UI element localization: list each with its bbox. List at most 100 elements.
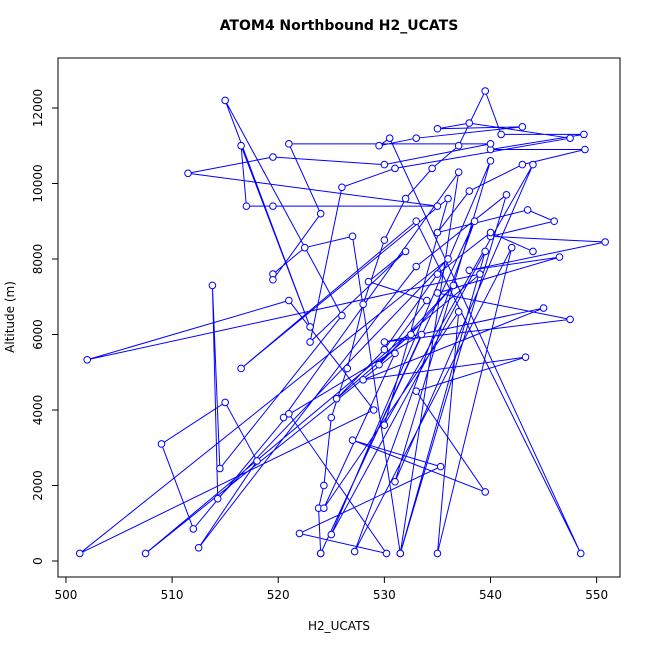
- data-point: [412, 262, 421, 271]
- data-point: [364, 277, 373, 286]
- data-point: [481, 488, 490, 496]
- data-point: [407, 330, 415, 339]
- data-point: [449, 281, 458, 290]
- data-point: [433, 202, 442, 210]
- data-point: [279, 413, 288, 422]
- data-point: [423, 296, 431, 305]
- data-point: [316, 549, 325, 558]
- y-tick-label: 0: [31, 557, 45, 565]
- data-point: [486, 228, 495, 237]
- data-point: [213, 494, 222, 503]
- data-point: [237, 141, 245, 150]
- data-point: [518, 123, 527, 131]
- data-point: [295, 529, 304, 538]
- data-point: [320, 504, 328, 512]
- data-point: [433, 549, 442, 558]
- data-point: [444, 255, 452, 263]
- data-point: [382, 549, 391, 558]
- data-point: [359, 300, 367, 309]
- data-point: [412, 134, 421, 142]
- data-point: [221, 398, 229, 407]
- y-tick-label: 2000: [31, 470, 45, 501]
- data-point: [476, 270, 484, 278]
- x-axis-label: H2_UCATS: [308, 619, 370, 633]
- data-point: [269, 153, 277, 161]
- data-point: [285, 140, 293, 148]
- data-point: [369, 406, 378, 414]
- data-point: [465, 187, 474, 195]
- data-point: [502, 191, 511, 199]
- data-point: [529, 160, 537, 169]
- data-point: [454, 308, 463, 316]
- data-point: [359, 375, 367, 384]
- data-point: [332, 394, 341, 403]
- data-point: [566, 315, 574, 324]
- data-point: [412, 217, 421, 226]
- data-point: [338, 183, 346, 192]
- data-point: [184, 169, 192, 178]
- data-point: [316, 209, 325, 218]
- y-axis-label: Altitude (m): [3, 281, 17, 353]
- data-point: [391, 477, 399, 486]
- data-point: [75, 549, 84, 558]
- data-point: [221, 96, 229, 105]
- data-point: [391, 349, 399, 358]
- data-point: [269, 202, 277, 210]
- data-point: [401, 194, 410, 203]
- chart-title: ATOM4 Northbound H2_UCATS: [220, 18, 459, 34]
- data-point: [486, 157, 495, 165]
- data-point: [521, 353, 530, 361]
- data-point: [454, 141, 463, 150]
- data-line: [79, 89, 606, 555]
- data-point: [285, 296, 293, 305]
- data-point: [576, 549, 585, 558]
- data-point: [470, 217, 479, 226]
- data-point: [444, 194, 452, 203]
- x-tick-label: 550: [585, 588, 608, 602]
- data-point: [436, 462, 445, 471]
- data-point: [343, 364, 352, 373]
- data-point: [269, 275, 277, 284]
- data-point: [454, 168, 463, 176]
- data-point: [555, 253, 564, 261]
- data-point: [433, 228, 442, 237]
- data-point: [497, 130, 505, 139]
- x-tick-label: 510: [161, 588, 184, 602]
- data-point: [306, 338, 314, 346]
- y-tick-label: 6000: [31, 319, 45, 350]
- data-point: [433, 124, 442, 133]
- y-tick-label: 4000: [31, 395, 45, 426]
- data-point: [375, 360, 383, 369]
- data-point: [194, 543, 203, 552]
- data-point: [428, 164, 436, 173]
- data-point: [481, 247, 490, 256]
- data-point: [518, 160, 527, 169]
- data-point: [300, 243, 309, 252]
- data-point: [320, 481, 328, 490]
- data-point: [253, 457, 261, 465]
- data-point: [380, 421, 389, 429]
- y-tick-label: 10000: [31, 164, 45, 202]
- data-point: [157, 440, 166, 448]
- x-tick-label: 500: [55, 588, 78, 602]
- data-point: [465, 266, 474, 275]
- data-point: [348, 232, 357, 241]
- x-tick-label: 520: [267, 588, 290, 602]
- data-point: [433, 289, 442, 297]
- data-point: [285, 409, 293, 418]
- data-point: [539, 304, 548, 312]
- x-tick-label: 530: [373, 588, 396, 602]
- data-point: [242, 202, 251, 210]
- data-point: [601, 238, 609, 246]
- data-point: [327, 530, 336, 539]
- data-point: [348, 436, 357, 444]
- data-point: [385, 134, 394, 142]
- data-point: [391, 164, 399, 173]
- data-point: [237, 364, 245, 373]
- data-point: [306, 323, 314, 331]
- data-point: [581, 145, 589, 154]
- data-point: [396, 549, 405, 558]
- y-tick-label: 8000: [31, 244, 45, 275]
